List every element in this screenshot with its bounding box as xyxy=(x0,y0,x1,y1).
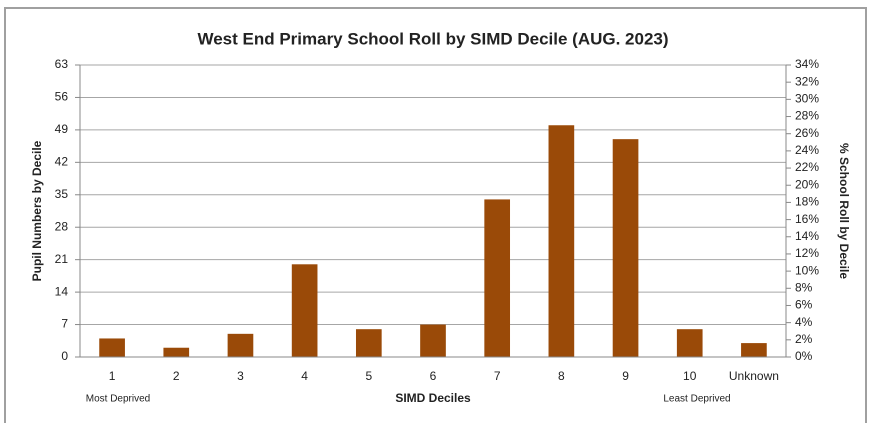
y-tick-label: 0 xyxy=(61,349,68,363)
bar xyxy=(612,139,639,357)
x-tick-label: 3 xyxy=(237,369,244,383)
y2-tick-label: 8% xyxy=(795,280,813,294)
y2-tick-label: 0% xyxy=(795,349,813,363)
chart-frame xyxy=(4,7,867,423)
y-axis-label: Pupil Numbers by Decile xyxy=(30,140,44,281)
y-tick-label: 63 xyxy=(55,57,69,71)
x-tick-label: 1 xyxy=(109,369,116,383)
y2-tick-label: 6% xyxy=(795,298,813,312)
x-tick-label: 8 xyxy=(558,369,565,383)
bar xyxy=(99,338,125,357)
bar xyxy=(355,329,382,357)
y-tick-label: 14 xyxy=(55,284,69,298)
y2-tick-label: 18% xyxy=(795,195,819,209)
y-tick-label: 56 xyxy=(55,90,69,104)
x-axis-label: SIMD Deciles xyxy=(395,391,471,405)
bar xyxy=(291,264,318,357)
bar xyxy=(163,347,190,357)
y-tick-label: 28 xyxy=(55,219,69,233)
x-tick-label: 9 xyxy=(622,369,629,383)
y-tick-label: 7 xyxy=(61,317,68,331)
y2-tick-label: 26% xyxy=(795,126,819,140)
bar xyxy=(676,329,703,357)
bar xyxy=(420,324,446,357)
chart-title: West End Primary School Roll by SIMD Dec… xyxy=(197,29,668,48)
y2-axis-label: % School Roll by Decile xyxy=(837,143,851,279)
y2-tick-label: 32% xyxy=(795,74,819,88)
y2-tick-label: 24% xyxy=(795,143,819,157)
y2-tick-label: 14% xyxy=(795,229,819,243)
y-tick-label: 49 xyxy=(55,122,69,136)
y2-tick-label: 4% xyxy=(795,315,813,329)
x-tick-label: 4 xyxy=(301,369,308,383)
annotation: Most Deprived xyxy=(86,394,150,405)
y-tick-label: 21 xyxy=(55,252,69,266)
x-tick-label: Unknown xyxy=(729,369,779,383)
x-tick-label: 7 xyxy=(494,369,501,383)
bar xyxy=(484,199,511,357)
bar xyxy=(548,125,575,357)
y-tick-label: 42 xyxy=(55,155,69,169)
x-tick-label: 6 xyxy=(430,369,437,383)
bar xyxy=(741,343,767,357)
y2-tick-label: 16% xyxy=(795,212,819,226)
y-tick-label: 35 xyxy=(55,187,69,201)
bar xyxy=(227,333,254,357)
x-tick-label: 10 xyxy=(683,369,697,383)
y2-tick-label: 30% xyxy=(795,92,819,106)
y2-tick-label: 2% xyxy=(795,332,813,346)
y2-tick-label: 22% xyxy=(795,160,819,174)
y2-tick-label: 12% xyxy=(795,246,819,260)
y2-tick-label: 28% xyxy=(795,109,819,123)
y2-tick-label: 10% xyxy=(795,263,819,277)
x-tick-label: 2 xyxy=(173,369,180,383)
annotation: Least Deprived xyxy=(663,394,730,405)
y2-tick-label: 20% xyxy=(795,177,819,191)
x-tick-label: 5 xyxy=(365,369,372,383)
y2-tick-label: 34% xyxy=(795,57,819,71)
